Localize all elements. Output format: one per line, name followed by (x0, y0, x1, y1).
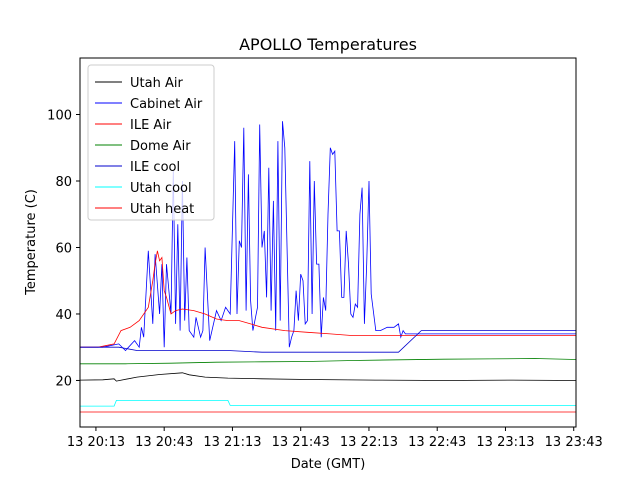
x-tick-label: 13 22:43 (408, 435, 466, 450)
legend-label: Utah Air (130, 76, 183, 91)
legend-label: Utah cool (130, 181, 192, 196)
legend-label: Dome Air (130, 139, 191, 154)
y-axis-label: Temperature (C) (24, 189, 39, 296)
y-tick-label: 80 (55, 175, 72, 190)
series-line-cabinet-air (80, 121, 576, 352)
legend-box (87, 64, 215, 221)
y-tick-label: 40 (55, 308, 72, 323)
x-tick-label: 13 21:13 (203, 435, 261, 450)
series-line-utah-air (80, 372, 576, 382)
series-line-ile-air (80, 250, 576, 348)
x-tick-label: 13 20:43 (135, 435, 193, 450)
y-tick-label: 60 (55, 241, 72, 256)
x-tick-label: 13 23:13 (476, 435, 534, 450)
series-line-ile-cool (80, 330, 576, 353)
x-tick-label: 13 21:43 (272, 435, 330, 450)
legend-label: Utah heat (130, 202, 194, 217)
x-tick-label: 13 23:43 (545, 435, 603, 450)
legend-label: ILE cool (130, 160, 180, 175)
legend-label: Cabinet Air (130, 97, 203, 112)
y-tick-label: 20 (55, 374, 72, 389)
y-tick-label: 100 (47, 109, 72, 124)
legend-label: ILE Air (130, 118, 172, 133)
x-tick-label: 13 22:13 (340, 435, 398, 450)
series-line-utah-cool (80, 399, 576, 407)
x-tick-label: 13 20:13 (67, 435, 125, 450)
legend: Utah Air Cabinet Air ILE Air Dome Air ILE co… (87, 64, 215, 221)
series-line-dome-air (80, 358, 576, 365)
chart-title: APOLLO Temperatures (239, 35, 417, 54)
plot-frame (79, 57, 577, 428)
x-axis-label: Date (GMT) (291, 457, 366, 472)
